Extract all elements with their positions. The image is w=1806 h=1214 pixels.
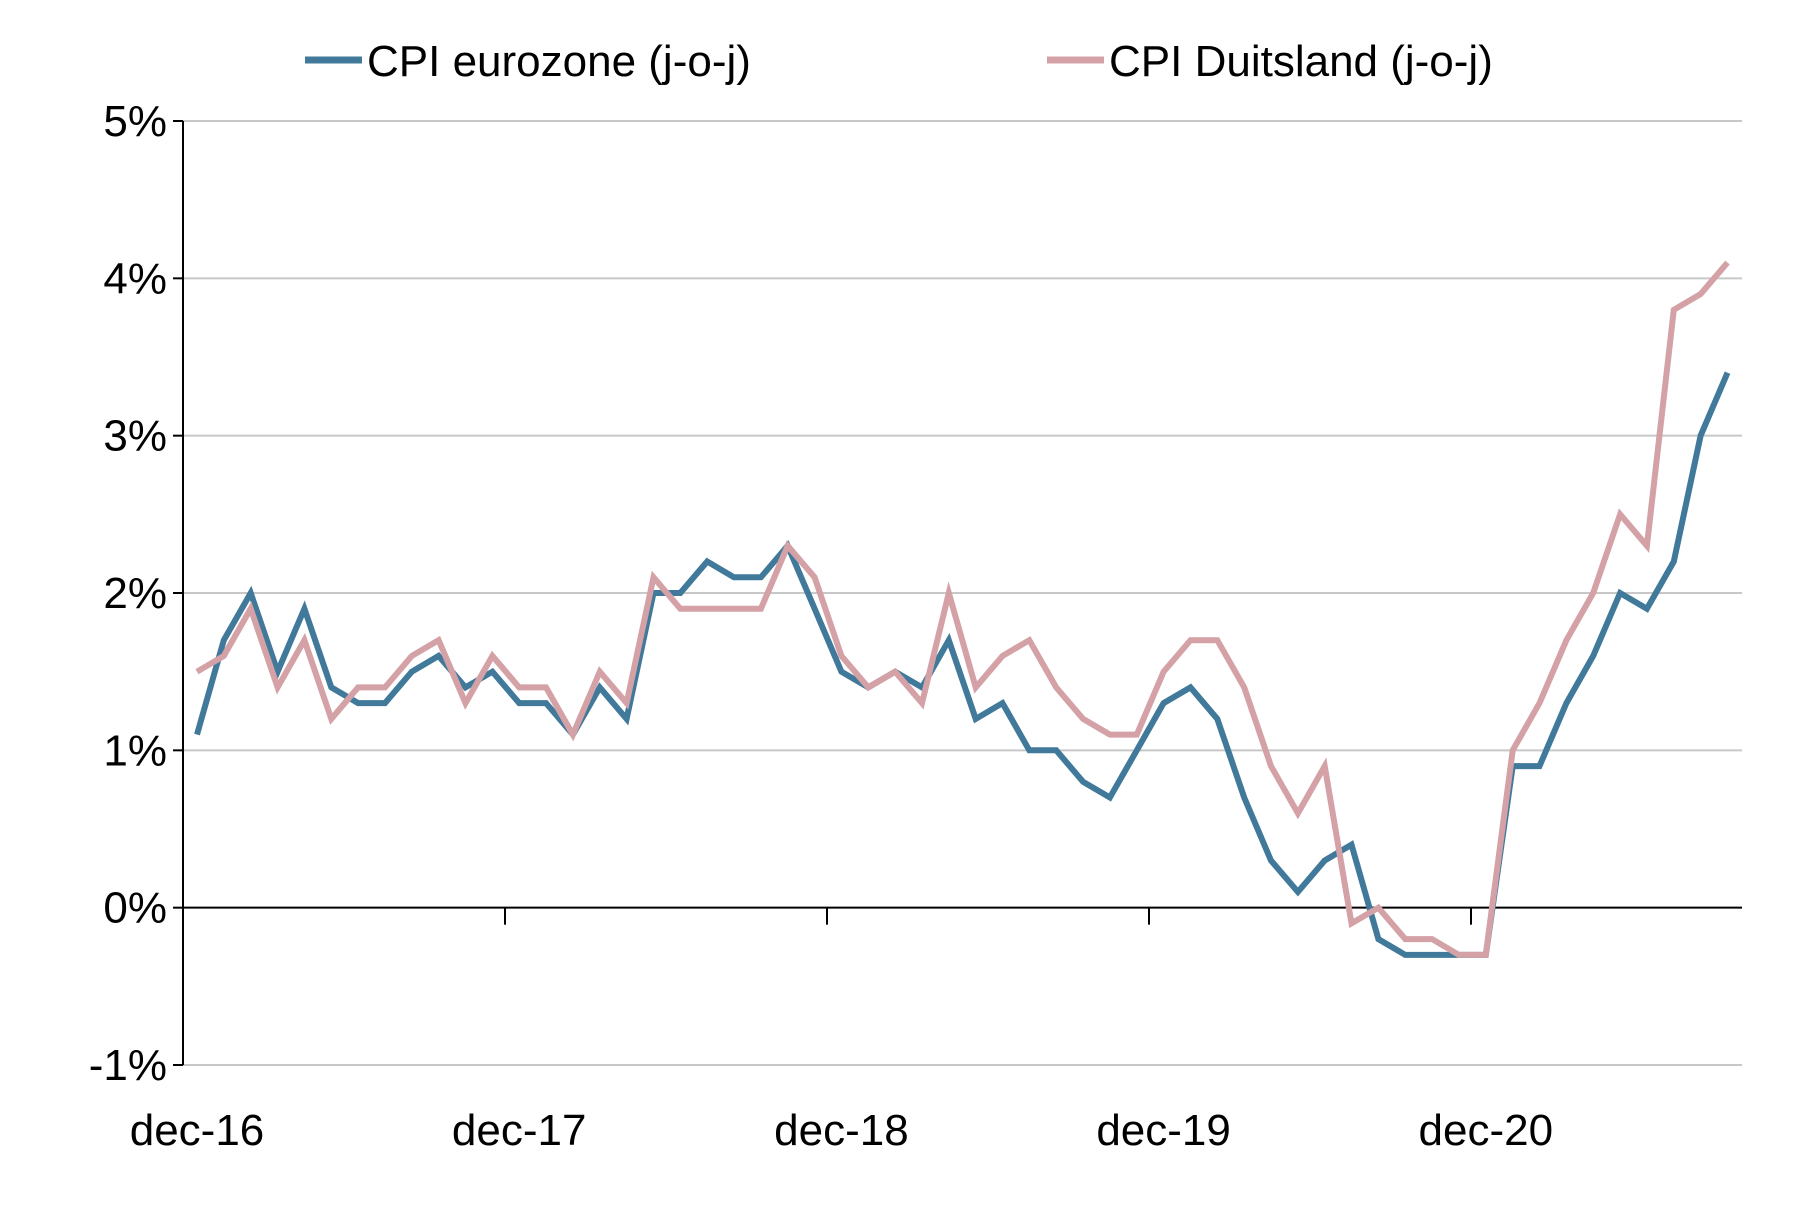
y-tick-label: 2% bbox=[103, 569, 167, 618]
series-line-cpi-duitsland bbox=[195, 260, 1730, 958]
y-tick-label: 1% bbox=[103, 726, 167, 775]
x-tick-label: dec-19 bbox=[1096, 1106, 1231, 1155]
series-lines bbox=[194, 260, 1731, 958]
axes: -1% 0% 1% 2% 3% 4% 5% dec-16 dec-17 dec-18 dec-19 d… bbox=[89, 97, 1742, 1155]
y-tick-label: 4% bbox=[103, 254, 167, 303]
x-tick-label: dec-20 bbox=[1419, 1106, 1554, 1155]
x-tick-label: dec-17 bbox=[452, 1106, 587, 1155]
gridlines bbox=[183, 120, 1742, 1066]
y-tick-label: 0% bbox=[103, 884, 167, 933]
x-tick-label: dec-16 bbox=[130, 1106, 265, 1155]
legend-label: CPI Duitsland (j-o-j) bbox=[1109, 37, 1493, 86]
y-tick-label: -1% bbox=[89, 1041, 167, 1090]
y-tick-label: 3% bbox=[103, 412, 167, 461]
x-tick-label: dec-18 bbox=[774, 1106, 909, 1155]
legend: CPI eurozone (j-o-j) CPI Duitsland (j-o-j… bbox=[305, 37, 1493, 86]
y-tick-label: 5% bbox=[103, 97, 167, 146]
legend-label: CPI eurozone (j-o-j) bbox=[367, 37, 751, 86]
